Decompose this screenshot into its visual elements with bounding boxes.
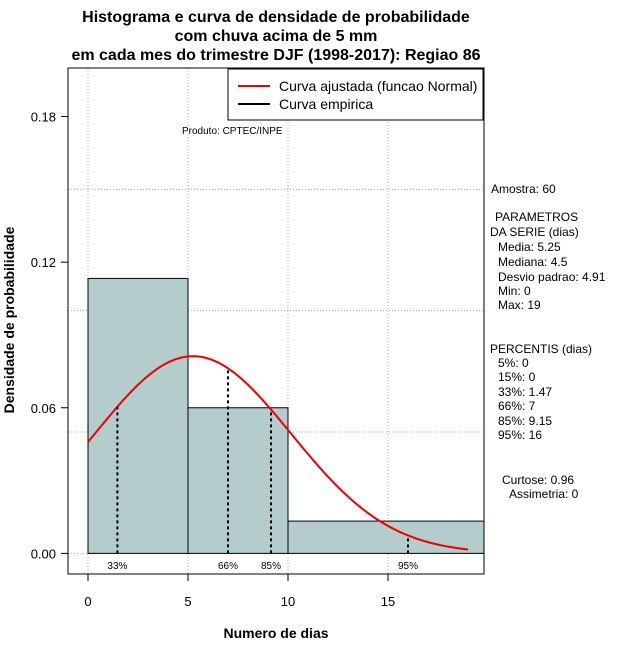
legend-label-normal: Curva ajustada (funcao Normal) — [279, 78, 477, 94]
legend: Curva ajustada (funcao Normal) Curva emp… — [227, 68, 484, 121]
stat-max: Max: 19 — [498, 298, 541, 312]
stat-desvio: Desvio padrao: 4.91 — [498, 270, 606, 284]
stat-percentis-header: PERCENTIS (dias) — [490, 342, 592, 356]
x-tick-label-1: 5 — [184, 594, 191, 609]
percentile-label-2: 85% — [261, 561, 281, 572]
stat-assimetria: Assimetria: 0 — [509, 487, 579, 501]
x-tick-label-2: 10 — [281, 594, 295, 609]
stat-p33: 33%: 1.47 — [498, 385, 552, 399]
normal-curve-line — [87, 355, 469, 551]
density-curves — [87, 355, 469, 551]
stats-panel: Amostra: 60 PARAMETROS DA SERIE (dias) M… — [490, 182, 606, 501]
product-label: Produto: CPTEC/INPE — [182, 126, 283, 137]
y-tick-label-2: 0.12 — [31, 255, 56, 270]
histogram-bar-0 — [87, 277, 189, 554]
percentile-label-3: 95% — [398, 561, 418, 572]
y-tick-label-1: 0.06 — [31, 401, 56, 416]
chart-title-line-3: em cada mes do trimestre DJF (1998-2017)… — [71, 47, 480, 64]
legend-label-empirical: Curva empirica — [279, 96, 373, 112]
stat-amostra: Amostra: 60 — [491, 182, 556, 196]
percentile-markers: 33% 66% 85% 95% — [107, 368, 418, 572]
stat-p5: 5%: 0 — [498, 356, 529, 370]
histogram-bars — [87, 277, 485, 554]
x-tick-label-0: 0 — [84, 594, 91, 609]
x-axis-title: Numero de dias — [223, 625, 328, 641]
legend-box — [227, 68, 484, 121]
stat-p66: 66%: 7 — [498, 399, 536, 413]
stat-p95: 95%: 16 — [498, 428, 542, 442]
percentile-label-1: 66% — [218, 561, 238, 572]
stat-media: Media: 5.25 — [498, 240, 561, 254]
chart-title-line-2: com chuva acima de 5 mm — [175, 28, 378, 45]
histogram-bar-1 — [187, 407, 289, 554]
y-tick-label-0: 0.00 — [31, 546, 56, 561]
stat-p15: 15%: 0 — [498, 370, 536, 384]
y-axis-title: Densidade de probabilidade — [1, 226, 17, 413]
x-tick-label-3: 15 — [381, 594, 395, 609]
stat-p85: 85%: 9.15 — [498, 414, 552, 428]
stat-param-header-2: DA SERIE (dias) — [490, 225, 579, 239]
y-tick-label-3: 0.18 — [31, 110, 56, 125]
stat-mediana: Mediana: 4.5 — [498, 255, 568, 269]
stat-param-header-1: PARAMETROS — [495, 210, 578, 224]
chart-title-line-1: Histograma e curva de densidade de proba… — [82, 9, 470, 26]
axes: 0 5 10 15 0.00 0.06 0.12 0.18 — [31, 110, 396, 609]
percentile-label-0: 33% — [107, 561, 127, 572]
stat-curtose: Curtose: 0.96 — [502, 473, 574, 487]
plot-frame — [67, 67, 485, 575]
stat-min: Min: 0 — [498, 284, 531, 298]
